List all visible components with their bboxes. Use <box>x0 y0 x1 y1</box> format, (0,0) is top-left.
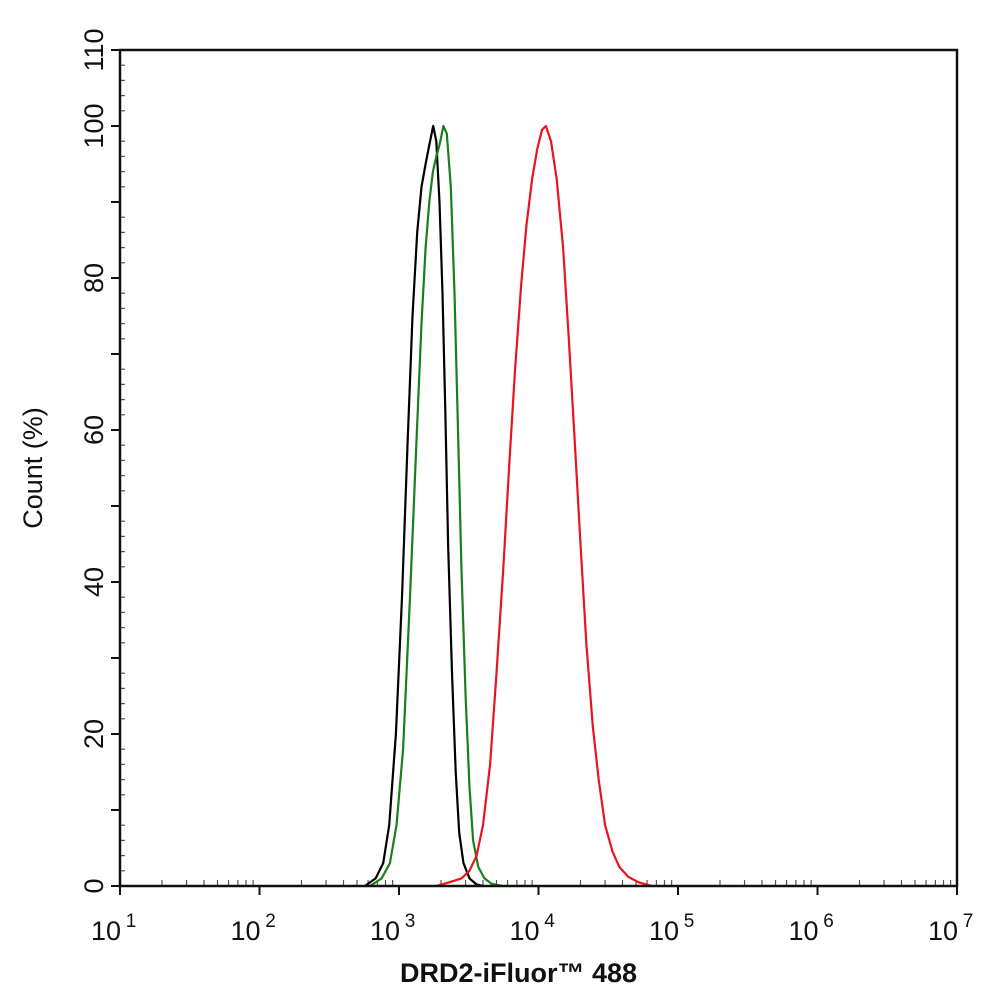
y-tick-label: 110 <box>79 28 109 71</box>
x-tick-exponent: 4 <box>544 911 555 932</box>
y-tick-labels: 0 20 40 60 80 100 110 <box>79 28 109 893</box>
y-tick-label: 20 <box>79 719 109 749</box>
y-tick-label: 100 <box>79 103 109 148</box>
major-ticks <box>111 49 958 895</box>
x-tick-label: 10 <box>788 916 818 946</box>
x-tick-exponent: 6 <box>823 911 834 932</box>
x-tick-exponent: 2 <box>265 911 276 932</box>
x-tick-labels: 10 1 10 2 10 3 10 4 10 5 10 6 10 7 <box>91 911 973 946</box>
x-tick-label: 10 <box>91 916 121 946</box>
x-tick-label: 10 <box>230 916 260 946</box>
x-axis-title: DRD2-iFluor™ 488 <box>400 958 637 988</box>
histogram-series-1 <box>363 124 485 888</box>
x-tick-exponent: 3 <box>405 911 416 932</box>
y-axis-title: Count (%) <box>18 407 48 529</box>
x-tick-label: 10 <box>928 916 958 946</box>
plot-frame <box>118 48 959 888</box>
series-layer <box>363 124 654 888</box>
y-tick-label: 80 <box>79 263 109 293</box>
x-tick-label: 10 <box>370 916 400 946</box>
x-tick-exponent: 7 <box>963 911 974 932</box>
y-tick-label: 0 <box>79 878 109 893</box>
y-tick-label: 40 <box>79 567 109 597</box>
x-tick-exponent: 1 <box>126 911 137 932</box>
y-tick-label: 60 <box>79 415 109 445</box>
x-tick-label: 10 <box>509 916 539 946</box>
x-tick-exponent: 5 <box>684 911 695 932</box>
histogram-series-3 <box>435 124 654 888</box>
x-tick-label: 10 <box>649 916 679 946</box>
histogram-series-2 <box>368 124 504 888</box>
